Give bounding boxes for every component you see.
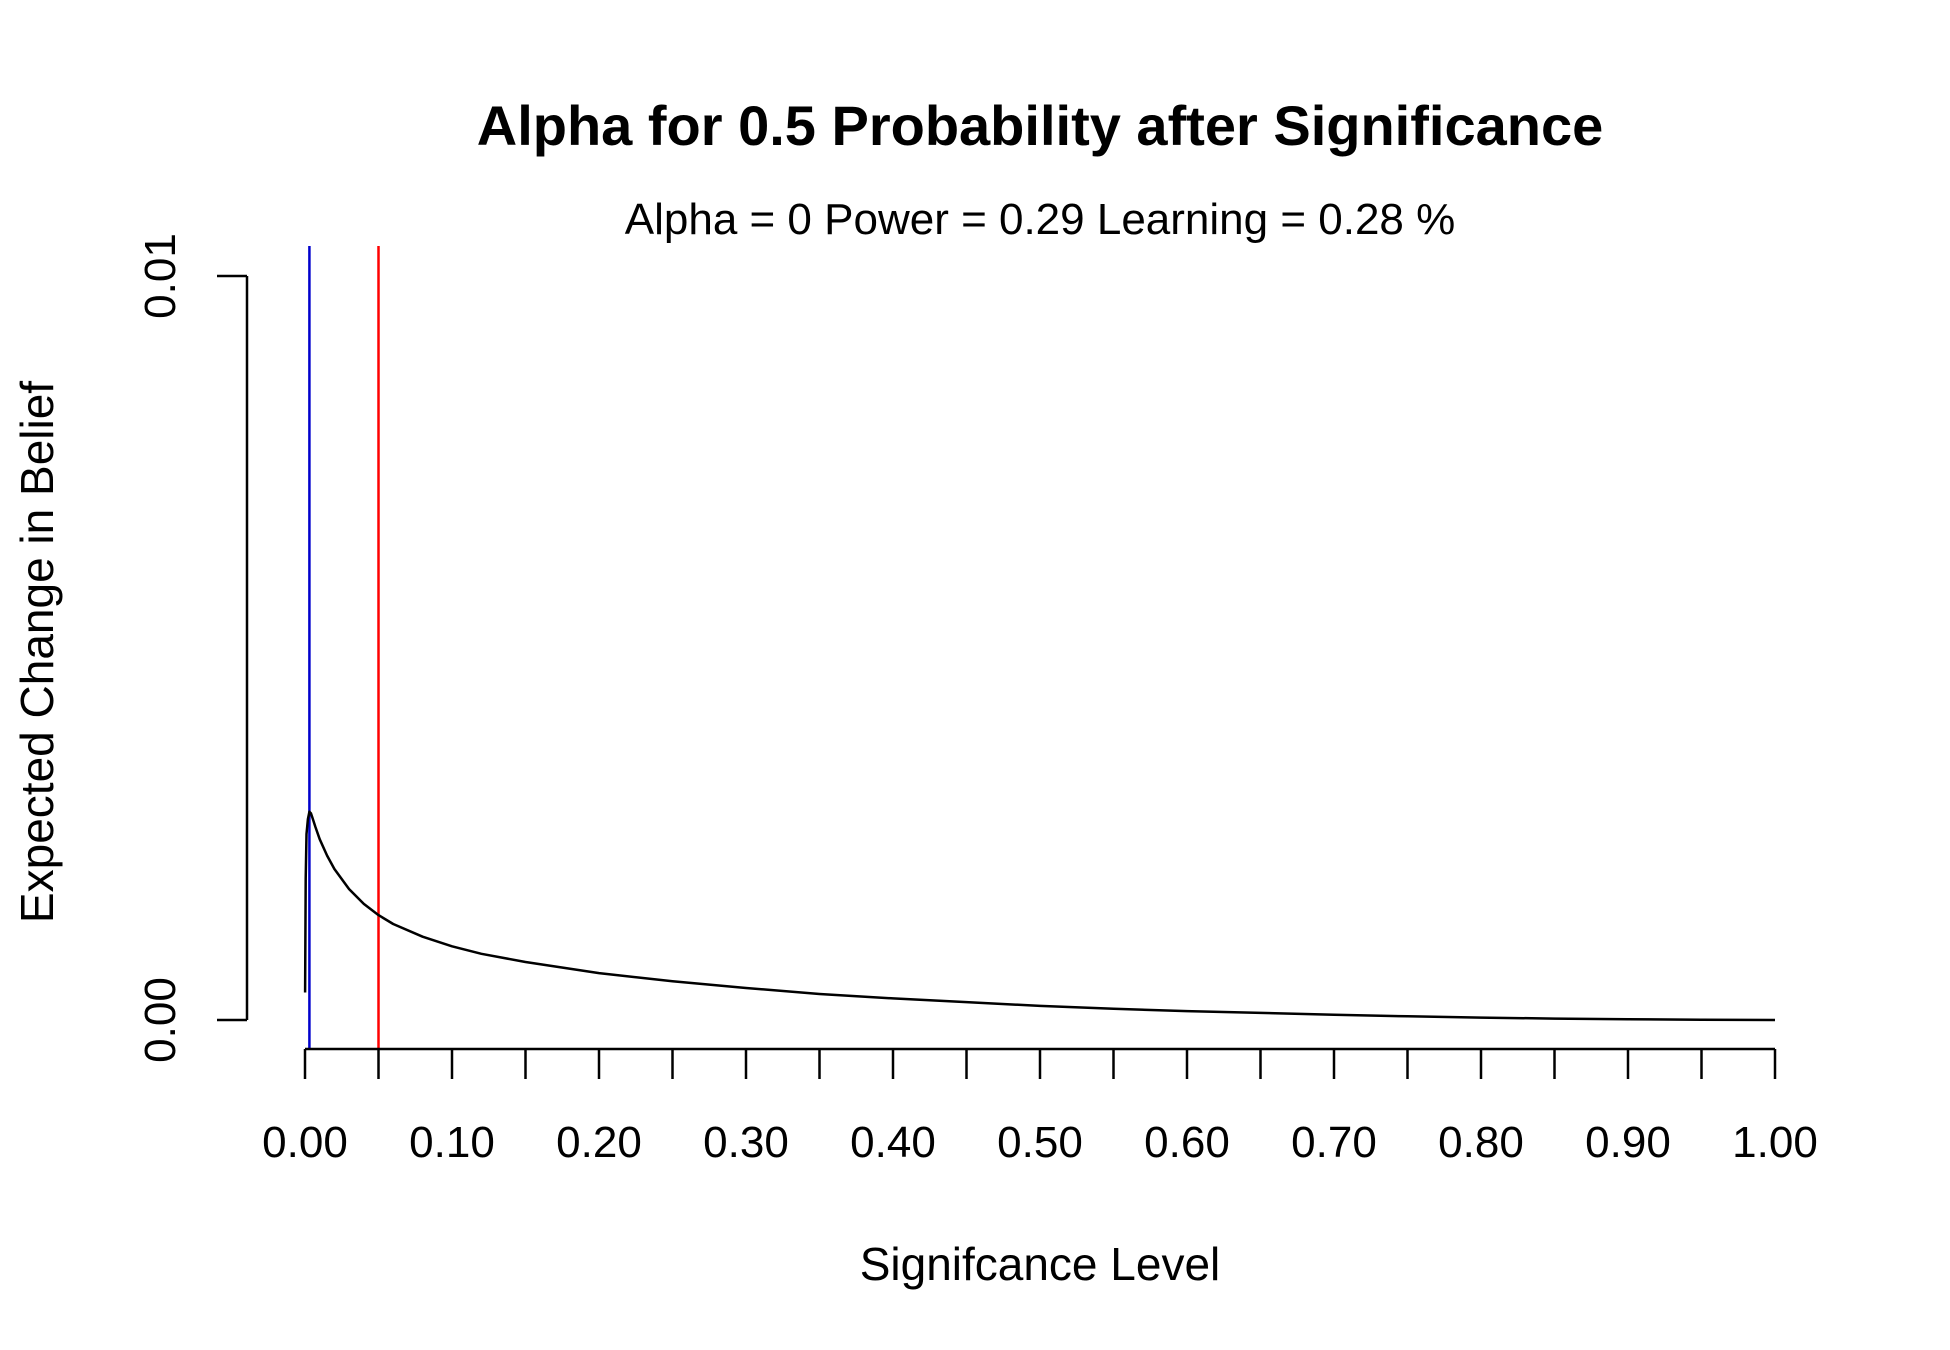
x-tick-label: 0.20 (556, 1118, 642, 1167)
x-tick-label: 0.90 (1585, 1118, 1671, 1167)
plot-area (303, 246, 1776, 1049)
x-axis-label: Signifcance Level (860, 1238, 1221, 1290)
x-tick-label: 0.00 (262, 1118, 348, 1167)
x-tick-label: 1.00 (1732, 1118, 1818, 1167)
y-axis-label: Expected Change in Belief (11, 381, 63, 923)
x-tick-label: 0.50 (997, 1118, 1083, 1167)
y-tick-label: 0.00 (136, 977, 185, 1063)
y-tick-label: 0.01 (136, 233, 185, 319)
chart-title: Alpha for 0.5 Probability after Signific… (477, 94, 1603, 157)
x-tick-label: 0.80 (1438, 1118, 1524, 1167)
series-line-1 (303, 810, 1776, 1022)
chart-subtitle: Alpha = 0 Power = 0.29 Learning = 0.28 % (625, 195, 1455, 244)
x-tick-label: 0.10 (409, 1118, 495, 1167)
x-tick-label: 0.60 (1144, 1118, 1230, 1167)
x-tick-label: 0.70 (1291, 1118, 1377, 1167)
x-axis: 0.00 0.10 0.20 0.30 0.40 0.50 0.60 0.70 0.80 0.90… (262, 1047, 1818, 1167)
y-axis: 0.00 0.01 (136, 233, 249, 1063)
x-tick-label: 0.40 (850, 1118, 936, 1167)
x-tick-label: 0.30 (703, 1118, 789, 1167)
